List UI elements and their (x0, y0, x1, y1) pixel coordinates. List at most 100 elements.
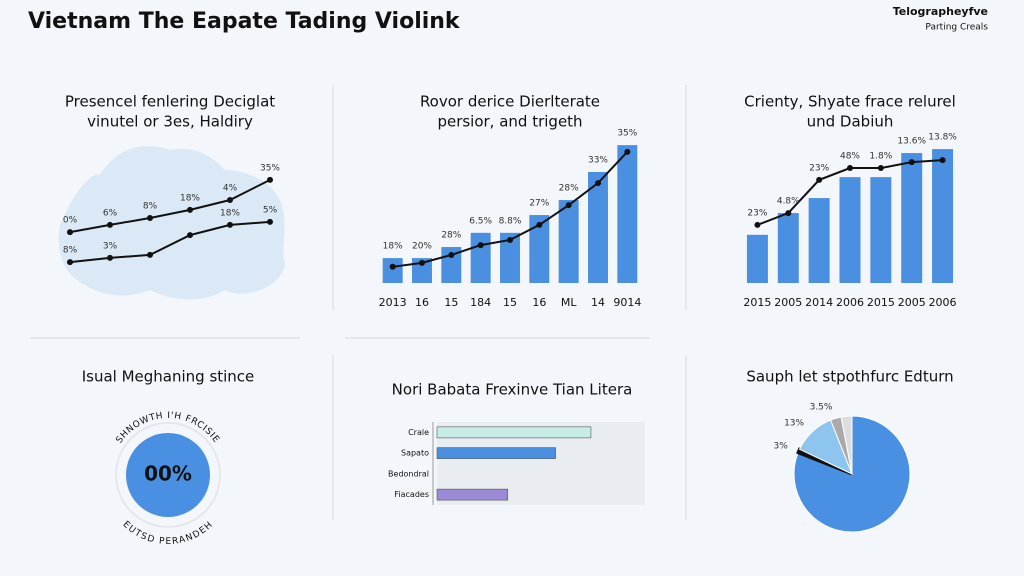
line (69, 179, 271, 234)
point (595, 180, 601, 187)
chart-title: Rovor derice Dierlterate (420, 93, 600, 111)
point (147, 251, 153, 258)
point (267, 218, 273, 225)
annotation: 33% (588, 156, 608, 166)
point (67, 259, 73, 266)
point (267, 176, 273, 183)
point (187, 232, 193, 239)
annotation: 35% (260, 163, 280, 173)
y-tick-label: Sapato (401, 449, 429, 458)
x-tick-label: 2006 (929, 296, 957, 309)
annotation: 18% (383, 242, 403, 252)
annotation: 4.8% (777, 197, 800, 207)
annotation: 3.5% (810, 402, 833, 412)
x-tick-label: 14 (591, 296, 605, 309)
y-tick-label: Fiacades (394, 490, 429, 499)
x-tick-label: 2015 (743, 296, 771, 309)
bar (436, 447, 556, 459)
point (389, 263, 396, 270)
x-tick-label: 2005 (774, 296, 802, 309)
x-tick-label: 2015 (867, 296, 895, 309)
point (107, 254, 113, 261)
annotation: 5% (263, 205, 278, 215)
point (477, 242, 484, 249)
annotation: 8.8% (499, 216, 522, 226)
page-title: Vietnam The Eapate Tading Violink (28, 9, 461, 34)
bar (436, 426, 592, 439)
annotation: 8% (63, 246, 78, 256)
point (419, 259, 425, 266)
annotation: 1.8% (869, 152, 892, 162)
x-tick-label: 2013 (379, 296, 407, 309)
annotation: 20% (412, 242, 432, 252)
point (877, 165, 884, 172)
point (507, 236, 513, 243)
annotation: 28% (441, 231, 461, 241)
x-tick-label: 2006 (836, 296, 864, 309)
bar (808, 198, 830, 283)
bar (746, 234, 768, 283)
point (448, 251, 455, 258)
annotation: 8% (143, 202, 158, 212)
line (69, 220, 271, 264)
bar (870, 177, 892, 283)
x-tick-label: 16 (415, 296, 429, 309)
point (754, 221, 761, 228)
point (939, 157, 946, 164)
chart-title: Nori Babata Frexinve Tian Litera (392, 381, 633, 399)
annotation: 27% (529, 199, 549, 209)
chart-title: Isual Meghaning stince (82, 368, 255, 386)
annotation: 4% (223, 184, 238, 194)
bar (839, 177, 861, 283)
bar (436, 488, 509, 501)
tagline: Parting Creals (925, 23, 988, 33)
annotation: 23% (809, 163, 829, 173)
annotation: 18% (180, 193, 200, 203)
gauge-label: 00% (144, 462, 192, 486)
annotation: 3% (773, 442, 788, 452)
point (536, 221, 543, 228)
bar (470, 232, 491, 283)
annotation: 48% (840, 152, 860, 162)
x-tick-label: 15 (444, 296, 458, 309)
y-tick-label: Bedondral (388, 469, 429, 478)
annotation: 13% (784, 418, 804, 428)
x-tick-label: 15 (503, 296, 517, 309)
annotation: 35% (617, 129, 637, 139)
point (227, 221, 233, 228)
annotation: 6% (103, 208, 118, 218)
chart-title: und Dabiuh (807, 113, 894, 131)
y-tick-label: Crale (408, 428, 429, 437)
x-tick-label: 2014 (805, 296, 833, 309)
chart-title: vinutel or 3es, Haldiry (87, 113, 253, 131)
annotation: 18% (220, 208, 240, 218)
point (67, 229, 73, 236)
bar (382, 258, 403, 283)
point (785, 210, 792, 217)
point (107, 221, 113, 228)
annotation: 3% (103, 241, 118, 251)
chart-title: Sauph let stpothfurc Edturn (746, 368, 953, 386)
bar (588, 172, 608, 283)
point (847, 165, 853, 172)
point (147, 215, 153, 221)
bar (558, 200, 579, 283)
chart-title: Crienty, Shyate frace relurel (744, 93, 956, 111)
point (816, 176, 823, 183)
map-shape (58, 146, 285, 300)
pie-slice (840, 415, 853, 475)
brand: Telographeyfve (893, 5, 988, 18)
bar (901, 153, 923, 283)
annotation: 13.8% (928, 133, 957, 143)
bar (529, 215, 550, 283)
annotation: 0% (63, 216, 78, 226)
point (908, 159, 915, 166)
bar (932, 149, 954, 283)
gauge (126, 433, 210, 517)
annotation: 13.6% (897, 137, 926, 147)
chart-title: Presencel fenlering Deciglat (65, 93, 275, 111)
point (227, 197, 233, 203)
x-tick-label: 16 (532, 296, 546, 309)
annotation: 6.5% (469, 216, 492, 226)
